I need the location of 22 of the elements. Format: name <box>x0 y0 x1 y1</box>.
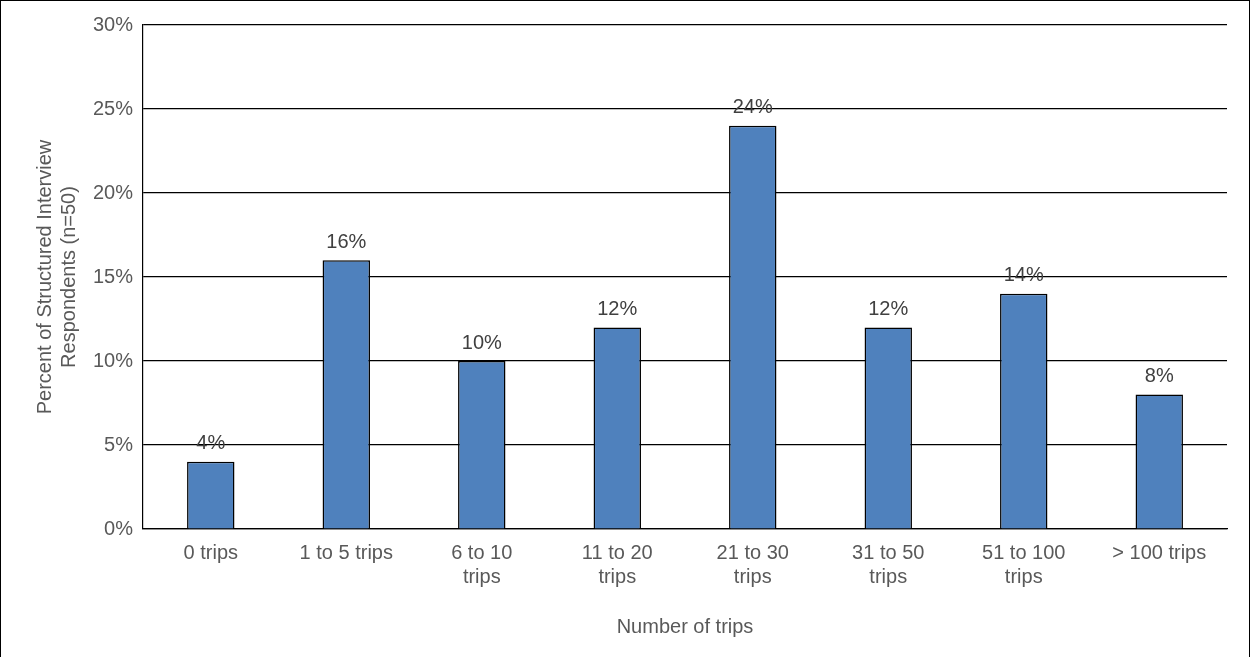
y-tick-label: 10% <box>93 348 134 371</box>
data-label: 12% <box>597 296 638 319</box>
x-tick-label: 51 to 100 trips <box>982 540 1066 587</box>
x-tick-label: 0 trips <box>183 540 239 563</box>
y-tick-label: 20% <box>93 180 134 203</box>
x-tick-label: > 100 trips <box>1112 540 1207 563</box>
data-label: 12% <box>868 296 909 319</box>
x-axis-title: Number of trips <box>616 614 754 637</box>
data-label: 8% <box>1144 364 1174 387</box>
y-tick-label: 25% <box>93 96 134 119</box>
data-label: 10% <box>461 330 502 353</box>
y-axis-title: Percent of Structured Interview Respondents (n=50) <box>32 139 79 415</box>
y-tick-label: 0% <box>104 516 134 539</box>
x-tick-label: 11 to 20 trips <box>581 540 653 587</box>
x-tick-label: 31 to 50 trips <box>852 540 925 587</box>
x-tick-label: 1 to 5 trips <box>299 540 393 563</box>
y-tick-label: 5% <box>104 432 134 455</box>
y-tick-label: 30% <box>93 12 134 35</box>
data-label: 16% <box>326 229 367 252</box>
x-tick-label: 6 to 10 trips <box>451 540 513 587</box>
x-tick-label: 21 to 30 trips <box>716 540 789 587</box>
y-tick-label: 15% <box>93 264 134 287</box>
